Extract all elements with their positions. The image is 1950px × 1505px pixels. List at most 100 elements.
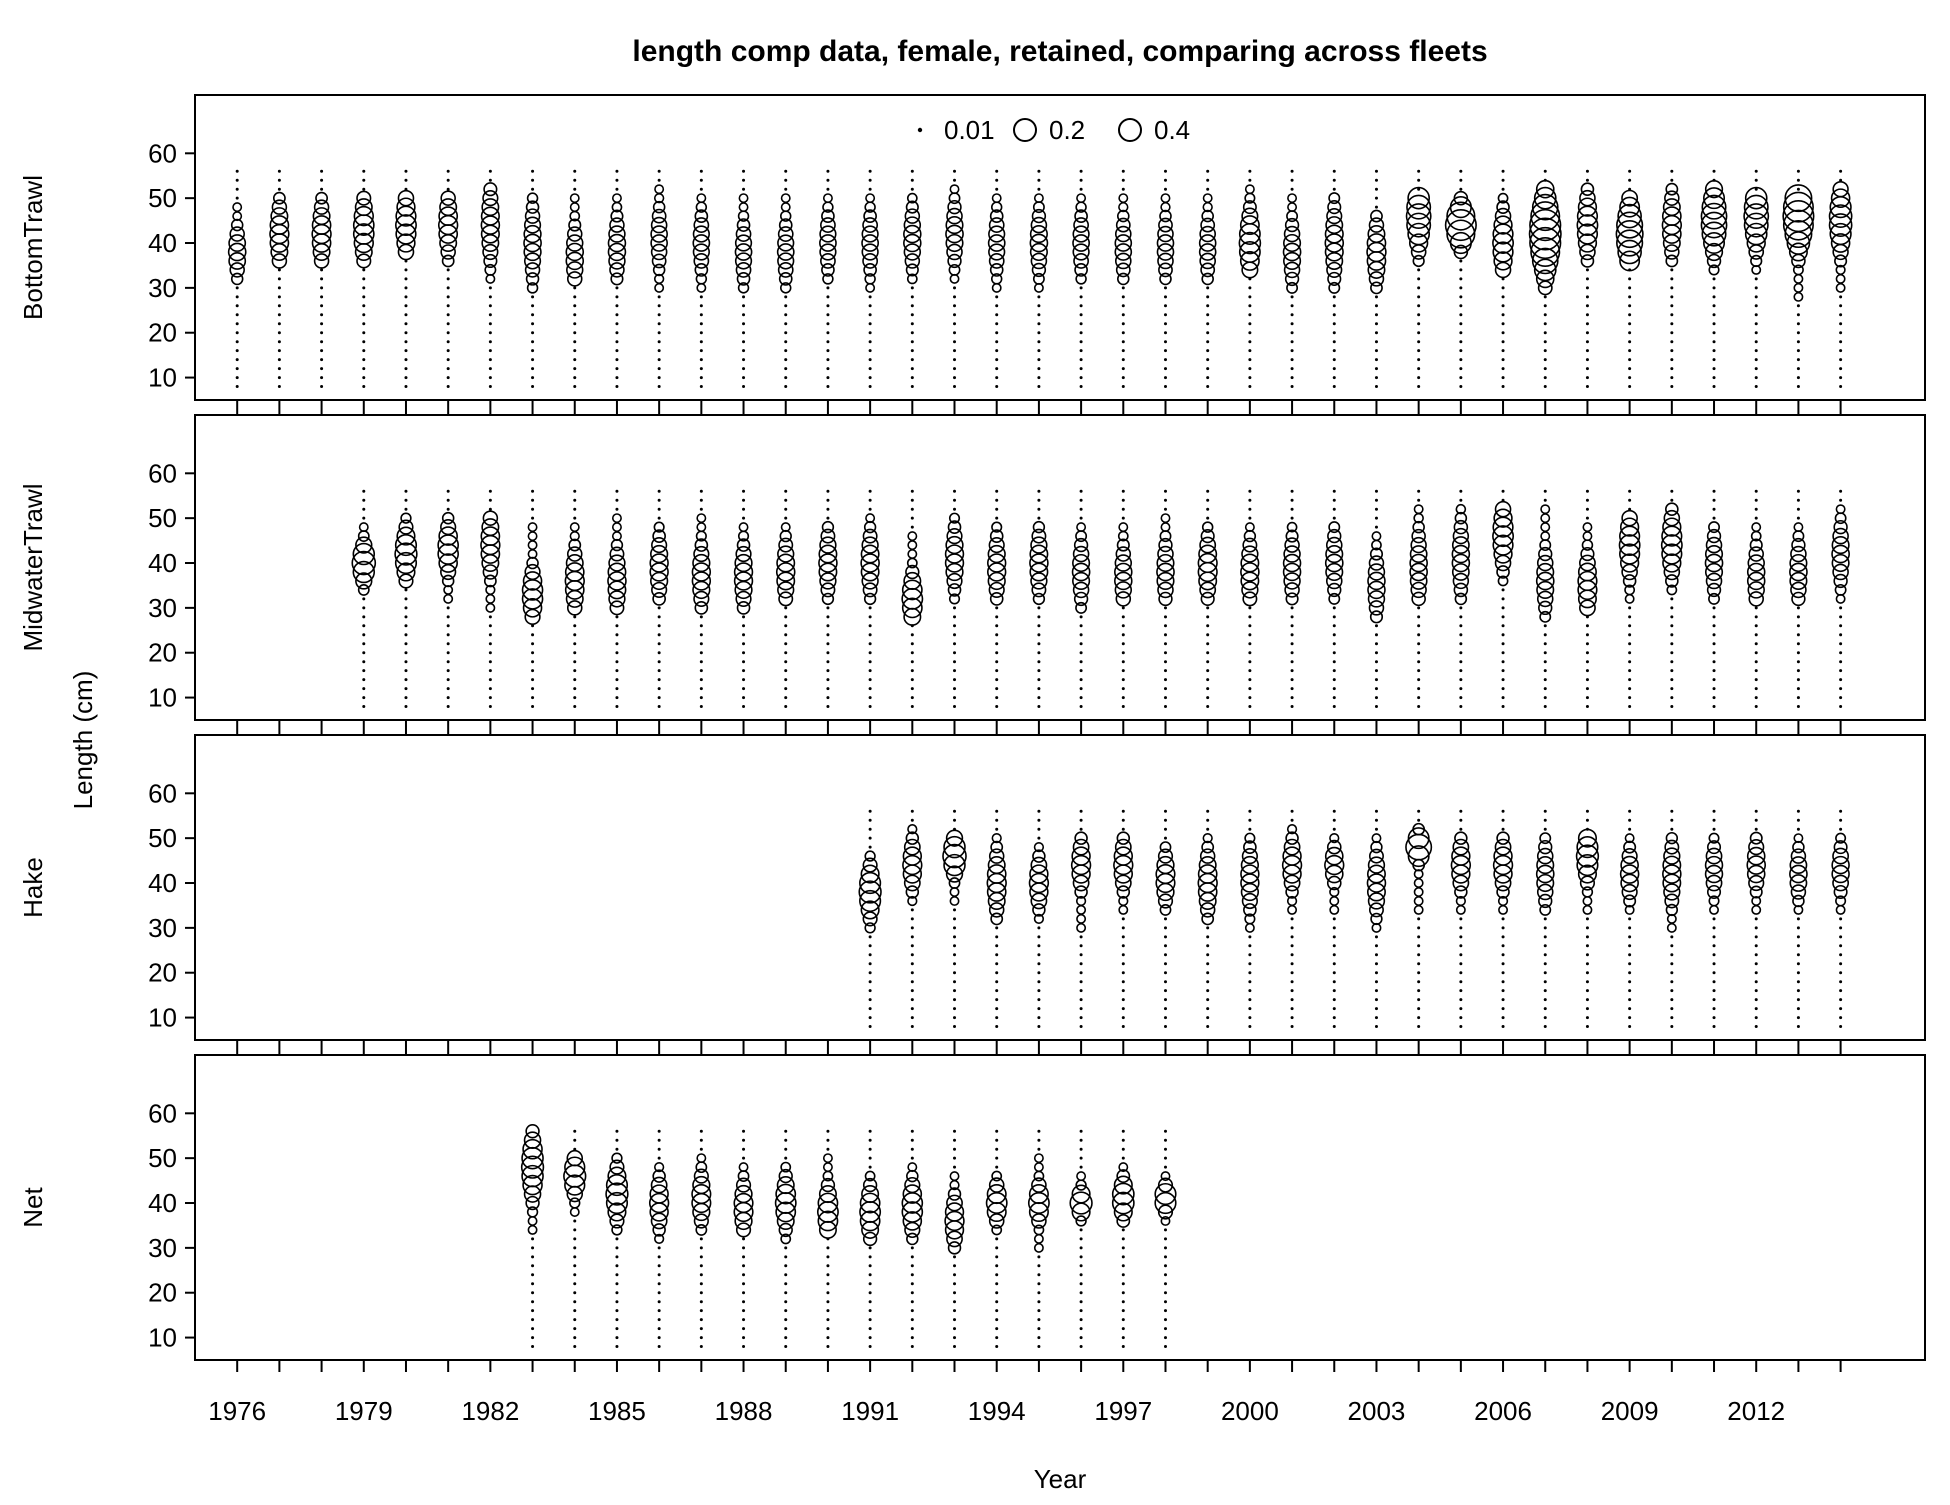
bubble-point [523, 1131, 542, 1150]
bubble-point [1154, 1191, 1177, 1215]
bubble-point [868, 178, 872, 182]
bubble-point [1796, 827, 1800, 831]
bubble-point [1248, 705, 1252, 709]
bubble-point [362, 624, 366, 628]
bubble-point [1501, 678, 1505, 682]
bubble-point [1459, 376, 1463, 380]
bubble-point [1540, 531, 1551, 542]
bubble-point [948, 192, 961, 205]
bubble-point [1290, 998, 1294, 1002]
bubble-point [523, 242, 542, 262]
bubble-point [607, 562, 627, 582]
bubble-point [1452, 838, 1470, 856]
bubble-point [1670, 331, 1674, 335]
bubble-point [657, 507, 661, 511]
bubble-point [742, 1264, 746, 1268]
bubble-point [1159, 272, 1172, 286]
bubble-point [1705, 874, 1723, 892]
bubble-point [1121, 660, 1125, 664]
bubble-point [1240, 562, 1260, 582]
bubble-point [1113, 1202, 1133, 1222]
bubble-point [1290, 606, 1294, 610]
bubble-point [1670, 687, 1674, 691]
bubble-point [1241, 581, 1259, 599]
bubble-point [1332, 358, 1336, 362]
bubble-point [355, 536, 373, 554]
bubble-point [1501, 980, 1505, 984]
bubble-point [991, 521, 1003, 533]
bubble-point [362, 349, 366, 353]
bubble-point [1030, 252, 1048, 270]
bubble-point [573, 367, 577, 371]
bubble-point [1501, 1025, 1505, 1029]
bubble-point [780, 1233, 792, 1245]
bubble-point [777, 581, 795, 599]
bubble-point [1712, 507, 1716, 511]
bubble-point [1459, 606, 1463, 610]
bubble-point [778, 537, 794, 553]
bubble-point [818, 1185, 837, 1204]
bubble-point [488, 705, 492, 709]
bubble-point [1200, 217, 1216, 233]
bubble-point [404, 277, 408, 281]
bubble-point [396, 526, 416, 546]
bubble-point [394, 542, 418, 566]
bubble-point [1543, 926, 1547, 930]
bubble-point [863, 592, 877, 606]
bubble-point [1459, 169, 1463, 173]
bubble-point [1118, 904, 1129, 915]
bubble-point [1290, 187, 1294, 191]
bubble-point [1616, 211, 1644, 239]
bubble-point [1076, 904, 1087, 915]
bubble-point [1624, 584, 1636, 596]
bubble-point [438, 553, 458, 573]
bubble-point [1037, 1336, 1041, 1340]
bubble-point [818, 544, 838, 564]
bubble-point [522, 1138, 543, 1160]
bubble-point [995, 385, 999, 389]
bubble-point [860, 544, 880, 564]
bubble-point [1286, 824, 1298, 835]
bubble-point [1628, 349, 1632, 353]
bubble-point [1029, 544, 1049, 564]
bubble-point [1374, 678, 1378, 682]
bubble-point [1206, 1007, 1210, 1011]
bubble-point [1248, 944, 1252, 948]
bubble-point [1539, 832, 1552, 845]
bubble-point [1079, 376, 1083, 380]
bubble-point [1248, 980, 1252, 984]
bubble-point [1792, 264, 1804, 276]
bubble-point [657, 367, 661, 371]
bubble-point [1121, 678, 1125, 682]
bubble-point [1754, 678, 1758, 682]
bubble-point [1670, 827, 1674, 831]
bubble-point [657, 678, 661, 682]
bubble-point [566, 226, 583, 242]
bubble-point [1528, 217, 1562, 251]
bubble-point [1032, 201, 1045, 214]
bubble-point [446, 376, 450, 380]
bubble-point [1037, 358, 1041, 362]
bubble-point [1492, 534, 1514, 556]
bubble-point [1585, 926, 1589, 930]
bubble-point [910, 1129, 914, 1133]
bubble-point [615, 651, 619, 655]
bubble-point [1407, 845, 1430, 868]
bubble-point [320, 295, 324, 299]
bubble-point [1163, 678, 1167, 682]
bubble-point [1712, 169, 1716, 173]
bubble-point [1585, 980, 1589, 984]
bubble-point [910, 998, 914, 1002]
bubble-point [1839, 178, 1843, 182]
bubble-point [615, 169, 619, 173]
bubble-point [615, 633, 619, 637]
bubble-point [1116, 209, 1130, 223]
bubble-point [910, 358, 914, 362]
bubble-point [1200, 262, 1216, 278]
bubble-point [1290, 322, 1294, 326]
bubble-point [1712, 358, 1716, 362]
bubble-point [1839, 917, 1843, 921]
bubble-point [784, 1318, 788, 1322]
bubble-point [1417, 962, 1421, 966]
bubble-point [1796, 696, 1800, 700]
